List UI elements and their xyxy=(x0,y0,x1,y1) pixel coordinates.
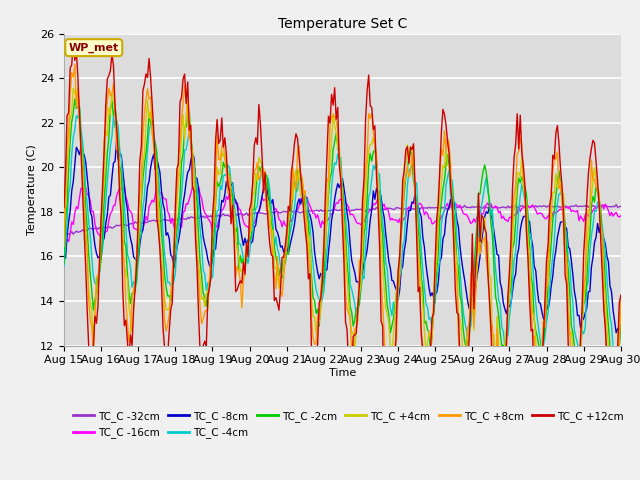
Legend: TC_C -32cm, TC_C -16cm, TC_C -8cm, TC_C -4cm, TC_C -2cm, TC_C +4cm, TC_C +8cm, T: TC_C -32cm, TC_C -16cm, TC_C -8cm, TC_C … xyxy=(69,407,628,443)
Text: WP_met: WP_met xyxy=(68,43,119,53)
X-axis label: Time: Time xyxy=(329,368,356,378)
Y-axis label: Temperature (C): Temperature (C) xyxy=(28,144,37,235)
Title: Temperature Set C: Temperature Set C xyxy=(278,17,407,31)
